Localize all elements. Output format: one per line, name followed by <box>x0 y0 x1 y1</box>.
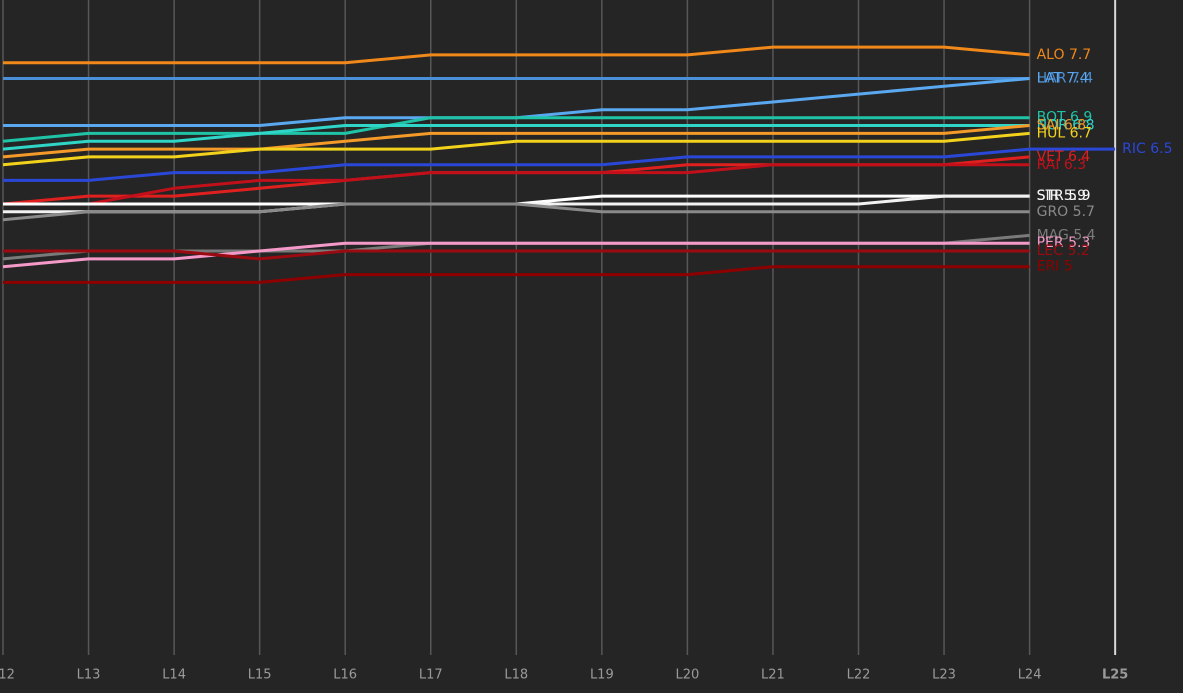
series-value: 7.4 <box>1071 70 1093 86</box>
series-label: RAI 6.3 <box>1037 157 1087 173</box>
series-name: GRO <box>1037 204 1069 220</box>
series-name: VET <box>1037 149 1064 165</box>
series-name: BOT <box>1037 110 1066 126</box>
series-line <box>2 124 1030 159</box>
series-name: SIR <box>1037 188 1060 204</box>
series-value: 5.9 <box>1068 188 1090 204</box>
x-tick-label: L15 <box>248 668 272 683</box>
series-line <box>3 163 1030 206</box>
series-label: GRO 5.7 <box>1037 204 1095 220</box>
series-name: LEC <box>1037 243 1064 259</box>
series-label: RIC 6.5 <box>1122 141 1172 157</box>
series-value: 5.9 <box>1064 188 1086 204</box>
series-value: 5.3 <box>1068 235 1090 251</box>
x-tick-label: L21 <box>761 668 785 683</box>
series-name: HAR <box>1037 70 1067 86</box>
series-name: RAI <box>1037 157 1060 173</box>
x-tick-label: L16 <box>333 668 357 683</box>
series-name: PER <box>1037 235 1064 251</box>
series-line <box>3 147 1116 182</box>
series-value: 5 <box>1064 259 1073 275</box>
series-label: SAI 6.8 <box>1037 118 1087 134</box>
series-line <box>3 265 1030 284</box>
series-value: 6.4 <box>1068 149 1090 165</box>
series-line <box>2 124 1030 151</box>
series-name: STR <box>1037 188 1064 204</box>
x-tick-label: L17 <box>419 668 443 683</box>
series-value: 6.7 <box>1070 125 1092 141</box>
series-line <box>2 202 1030 222</box>
series-value: 6.8 <box>1064 118 1086 134</box>
x-tick-label: L13 <box>77 668 101 683</box>
series-label: STR 5.9 <box>1037 188 1091 204</box>
x-tick-label: L18 <box>504 668 528 683</box>
series-label: PER 5.3 <box>1037 235 1091 251</box>
series-line <box>2 131 1030 167</box>
series-label: MAG 5.4 <box>1037 227 1096 243</box>
series-name: HUL <box>1037 125 1066 141</box>
series-line <box>2 116 1030 143</box>
series-label: ALO 7.7 <box>1037 47 1092 63</box>
series-label: BOT 6.9 <box>1037 110 1093 126</box>
series-value: 6.9 <box>1070 110 1092 126</box>
series-label: SIR 5.9 <box>1037 188 1086 204</box>
series-label: VET 6.4 <box>1037 149 1091 165</box>
series-name: MAG <box>1037 227 1069 243</box>
x-tick-label: L22 <box>847 668 871 683</box>
x-tick-label: L25 <box>1102 668 1128 683</box>
series-label: HAR 7.4 <box>1037 70 1094 86</box>
series-label: NOR 6.8 <box>1037 118 1095 134</box>
series-value: 5.4 <box>1073 227 1095 243</box>
series-name: RIC <box>1122 141 1146 157</box>
x-tick-label: L19 <box>590 668 614 683</box>
series-name: ALO <box>1037 47 1065 63</box>
x-tick-label: L24 <box>1018 668 1042 683</box>
series-value: 6.3 <box>1064 157 1086 173</box>
series-label: LEC 5.2 <box>1037 243 1090 259</box>
series-value: 5.2 <box>1067 243 1089 259</box>
series-value: 7.7 <box>1069 47 1091 63</box>
series-label: ERI 5 <box>1037 259 1073 275</box>
series-value: 6.8 <box>1072 118 1094 134</box>
series-line <box>3 45 1030 65</box>
series-value: 5.7 <box>1073 204 1095 220</box>
series-label: HUL 6.7 <box>1037 125 1092 141</box>
series-name: NOR <box>1037 118 1068 134</box>
series-value: 7.4 <box>1066 70 1088 86</box>
x-tick-label: L20 <box>676 668 700 683</box>
x-tick-label: L14 <box>162 668 186 683</box>
x-tick-label: L23 <box>932 668 956 683</box>
series-name: ERI <box>1037 259 1060 275</box>
series-line <box>2 241 1030 269</box>
series-value: 6.5 <box>1150 141 1172 157</box>
series-label: LAT 7.4 <box>1037 70 1089 86</box>
series-line <box>3 249 1030 261</box>
x-tick-label: L12 <box>0 668 15 683</box>
series-name: LAT <box>1037 70 1063 86</box>
series-name: SAI <box>1037 118 1060 134</box>
